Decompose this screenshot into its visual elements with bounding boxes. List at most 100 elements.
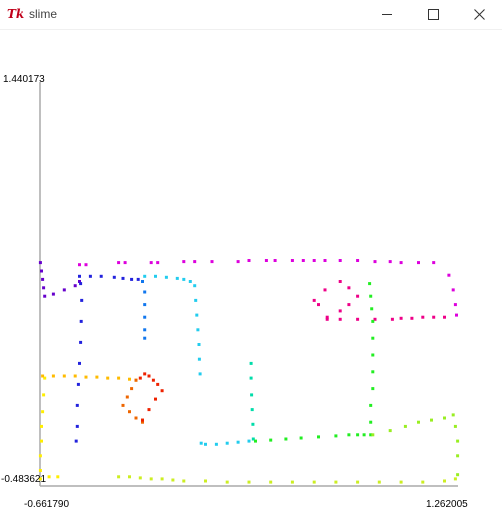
data-point bbox=[417, 420, 420, 424]
data-point bbox=[38, 477, 42, 481]
data-point bbox=[79, 282, 83, 286]
data-point bbox=[334, 434, 338, 438]
data-point bbox=[369, 433, 373, 437]
data-point bbox=[421, 315, 425, 319]
minimize-button[interactable] bbox=[364, 0, 410, 29]
data-point bbox=[312, 259, 316, 262]
series-3 bbox=[74, 274, 140, 443]
data-point bbox=[182, 277, 186, 281]
data-point bbox=[84, 375, 88, 379]
data-point bbox=[74, 439, 78, 443]
data-point bbox=[432, 315, 436, 319]
data-point bbox=[236, 440, 240, 444]
data-point bbox=[78, 263, 81, 267]
data-point bbox=[323, 288, 327, 292]
data-point bbox=[338, 259, 342, 262]
data-point bbox=[106, 376, 110, 380]
data-point bbox=[136, 277, 140, 281]
data-point bbox=[125, 395, 129, 399]
x-max-label: 1.262005 bbox=[426, 499, 468, 510]
data-point bbox=[225, 480, 229, 484]
data-point bbox=[356, 317, 360, 321]
data-point bbox=[199, 441, 203, 445]
data-point bbox=[371, 353, 375, 357]
data-point bbox=[42, 286, 46, 290]
data-point bbox=[368, 282, 372, 286]
data-point bbox=[421, 480, 425, 484]
series-9 bbox=[117, 475, 457, 484]
data-point bbox=[390, 317, 394, 321]
data-point bbox=[371, 336, 375, 340]
data-point bbox=[117, 376, 121, 380]
data-point bbox=[47, 475, 51, 479]
data-point bbox=[443, 479, 446, 483]
data-point bbox=[251, 422, 255, 426]
data-point bbox=[443, 416, 446, 420]
data-point bbox=[356, 433, 360, 437]
data-point bbox=[182, 479, 186, 483]
data-point bbox=[79, 340, 83, 344]
data-point bbox=[154, 274, 157, 278]
data-point bbox=[143, 336, 147, 340]
data-point bbox=[143, 315, 147, 319]
data-point bbox=[42, 393, 46, 397]
data-point bbox=[141, 418, 144, 422]
data-point bbox=[99, 274, 103, 278]
data-point bbox=[41, 277, 45, 281]
data-point bbox=[197, 343, 201, 346]
data-point bbox=[188, 280, 192, 283]
data-point bbox=[41, 410, 45, 414]
data-point bbox=[371, 433, 375, 437]
data-point bbox=[43, 294, 47, 298]
series-4 bbox=[141, 280, 147, 340]
maximize-button[interactable] bbox=[410, 0, 456, 29]
data-point bbox=[369, 403, 373, 407]
data-point bbox=[143, 290, 147, 294]
data-point bbox=[138, 476, 142, 480]
data-point bbox=[388, 260, 392, 264]
data-point bbox=[371, 370, 375, 374]
y-max-label: 1.440173 bbox=[3, 74, 45, 85]
data-point bbox=[299, 436, 303, 440]
data-point bbox=[456, 454, 460, 458]
data-point bbox=[117, 475, 121, 479]
data-point bbox=[182, 260, 186, 264]
data-point bbox=[130, 387, 134, 391]
data-point bbox=[451, 288, 455, 292]
data-point bbox=[171, 478, 175, 482]
data-point bbox=[456, 473, 460, 477]
data-point bbox=[62, 374, 66, 378]
data-point bbox=[254, 439, 257, 443]
data-point bbox=[134, 416, 138, 420]
data-point bbox=[154, 397, 157, 401]
data-point bbox=[143, 303, 147, 307]
data-point bbox=[123, 261, 127, 265]
data-point bbox=[453, 303, 457, 307]
plot-canvas[interactable]: 1.440173 -0.483621 -0.661790 1.262005 bbox=[0, 30, 502, 527]
data-point bbox=[317, 303, 320, 307]
data-point bbox=[204, 479, 207, 483]
data-point bbox=[156, 261, 160, 265]
scatter-plot bbox=[38, 82, 460, 487]
close-button[interactable] bbox=[456, 0, 502, 29]
data-point bbox=[197, 357, 201, 361]
data-point bbox=[56, 475, 60, 479]
data-point bbox=[338, 309, 342, 313]
data-point bbox=[347, 433, 351, 437]
data-point bbox=[117, 261, 121, 265]
data-point bbox=[247, 439, 251, 443]
series-7 bbox=[254, 282, 375, 443]
data-point bbox=[193, 284, 197, 288]
data-point bbox=[80, 298, 84, 302]
data-point bbox=[143, 372, 147, 376]
data-point bbox=[88, 274, 92, 278]
data-point bbox=[399, 480, 403, 484]
data-point bbox=[164, 275, 168, 279]
data-point bbox=[250, 408, 254, 412]
data-point bbox=[78, 280, 81, 283]
data-point bbox=[451, 413, 455, 417]
data-point bbox=[76, 382, 80, 386]
data-point bbox=[399, 261, 403, 265]
data-point bbox=[371, 387, 375, 391]
data-point bbox=[456, 439, 460, 443]
